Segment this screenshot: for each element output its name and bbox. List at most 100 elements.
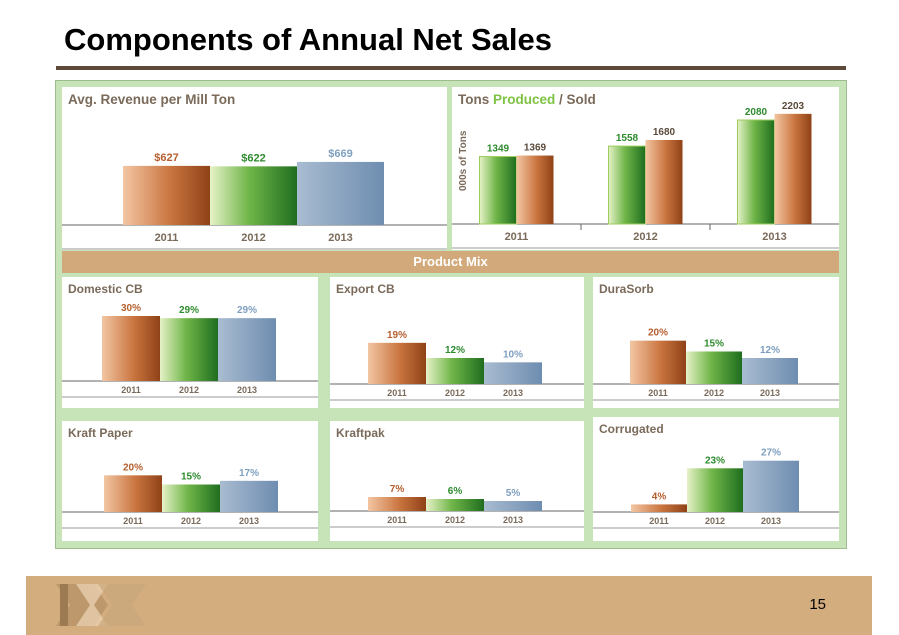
export-cb-value-label-2013: 10% [503, 349, 523, 360]
kraftpak-chart: 7% 2011 6% 2012 5% 2013 [330, 484, 584, 528]
durasorb-panel: DuraSorb 20% 2011 15% 2012 12% 2013 [593, 277, 839, 408]
kraft-paper-tick-2011: 2011 [123, 516, 143, 526]
tons-tick-2011: 2011 [505, 231, 529, 243]
tons-value-label-sold-2011: 1369 [524, 143, 547, 154]
corrugated-bar-2013 [743, 460, 799, 512]
corrugated-value-label-2012: 23% [705, 455, 725, 466]
durasorb-tick-2011: 2011 [648, 388, 668, 398]
export-cb-tick-2012: 2012 [445, 388, 465, 398]
tons-bar-sold-2011 [516, 155, 554, 224]
durasorb-value-label-2011: 20% [648, 328, 668, 339]
title-rule [56, 66, 846, 70]
corrugated-panel: Corrugated 4% 2011 23% 2012 27% 2013 [593, 417, 839, 541]
corrugated-tick-2012: 2012 [705, 516, 725, 526]
corrugated-value-label-2011: 4% [652, 491, 667, 502]
domestic-cb-panel: Domestic CB 30% 2011 29% 2012 29% 2013 [62, 277, 318, 408]
tons-value-label-sold-2012: 1680 [653, 127, 676, 138]
avg-revenue-panel: Avg. Revenue per Mill Ton $627 2011 $622 20… [62, 87, 447, 250]
tons-bar-sold-2013 [774, 113, 812, 224]
export-cb-value-label-2011: 19% [387, 330, 407, 341]
kraft-paper-tick-2012: 2012 [181, 516, 201, 526]
kraftpak-tick-2013: 2013 [503, 515, 523, 525]
kraft-paper-bar-2011 [104, 475, 162, 512]
kraft-paper-bar-2013 [220, 480, 278, 512]
durasorb-chart: 20% 2011 15% 2012 12% 2013 [593, 328, 839, 401]
avg-revenue-tick-2011: 2011 [155, 232, 179, 244]
tons-chart: 1349 1369 2011 1558 1680 2012 2080 2203 2013 [452, 101, 839, 249]
kraftpak-title: Kraftpak [336, 426, 385, 440]
kraftpak-tick-2012: 2012 [445, 515, 465, 525]
kraftpak-bar-2012 [426, 499, 484, 511]
domestic-cb-bar-2012 [160, 318, 218, 381]
domestic-cb-tick-2012: 2012 [179, 385, 199, 395]
durasorb-bar-2011 [630, 340, 686, 384]
avg-revenue-value-label-2012: $622 [241, 152, 265, 164]
tons-title-produced: Produced [493, 92, 556, 107]
tons-tick-2013: 2013 [762, 231, 786, 243]
tons-title: Tons Produced / Sold [458, 92, 596, 107]
corrugated-tick-2013: 2013 [761, 516, 781, 526]
domestic-cb-value-label-2012: 29% [179, 305, 199, 316]
export-cb-tick-2013: 2013 [503, 388, 523, 398]
tons-title-suffix: / Sold [555, 92, 596, 107]
kraft-paper-bar-2012 [162, 484, 220, 512]
kraftpak-value-label-2013: 5% [506, 488, 521, 499]
domestic-cb-chart: 30% 2011 29% 2012 29% 2013 [62, 303, 318, 398]
export-cb-title: Export CB [336, 282, 395, 296]
tons-value-label-produced-2013: 2080 [745, 107, 768, 118]
durasorb-bar-2013 [742, 358, 798, 384]
corrugated-value-label-2013: 27% [761, 448, 781, 459]
domestic-cb-value-label-2011: 30% [121, 303, 141, 314]
kraftpak-value-label-2012: 6% [448, 486, 463, 497]
domestic-cb-bar-2013 [218, 318, 276, 381]
avg-revenue-tick-2012: 2012 [241, 232, 265, 244]
domestic-cb-value-label-2013: 29% [237, 305, 257, 316]
domestic-cb-tick-2011: 2011 [121, 385, 141, 395]
avg-revenue-chart: $627 2011 $622 2012 $669 2013 [62, 148, 447, 250]
tons-value-label-produced-2011: 1349 [487, 144, 510, 155]
tons-panel: Tons Produced / Sold 000s of Tons 1349 13… [452, 87, 839, 250]
kraftpak-bar-2011 [368, 497, 426, 511]
durasorb-tick-2012: 2012 [704, 388, 724, 398]
company-logo-icon [56, 584, 146, 626]
export-cb-chart: 19% 2011 12% 2012 10% 2013 [330, 330, 584, 401]
tons-title-prefix: Tons [458, 92, 493, 107]
domestic-cb-title: Domestic CB [68, 282, 143, 296]
tons-bar-produced-2012 [608, 145, 646, 225]
avg-revenue-tick-2013: 2013 [328, 232, 352, 244]
page-number: 15 [809, 596, 826, 613]
kraft-paper-title: Kraft Paper [68, 426, 133, 440]
avg-revenue-value-label-2011: $627 [154, 152, 178, 164]
kraftpak-bar-2013 [484, 501, 542, 511]
domestic-cb-bar-2011 [102, 316, 160, 381]
tons-bar-produced-2011 [479, 156, 517, 225]
export-cb-bar-2012 [426, 358, 484, 384]
export-cb-panel: Export CB 19% 2011 12% 2012 10% 2013 [330, 277, 584, 408]
kraft-paper-tick-2013: 2013 [239, 516, 259, 526]
avg-revenue-bar-2012 [210, 166, 297, 225]
tons-tick-2012: 2012 [633, 231, 657, 243]
corrugated-bar-2012 [687, 468, 743, 512]
kraft-paper-value-label-2011: 20% [123, 462, 143, 473]
tons-value-label-sold-2013: 2203 [782, 101, 805, 112]
corrugated-chart: 4% 2011 23% 2012 27% 2013 [593, 448, 839, 529]
export-cb-tick-2011: 2011 [387, 388, 407, 398]
kraftpak-tick-2011: 2011 [387, 515, 407, 525]
durasorb-value-label-2012: 15% [704, 339, 724, 350]
durasorb-tick-2013: 2013 [760, 388, 780, 398]
avg-revenue-bar-2013 [297, 161, 384, 225]
durasorb-value-label-2013: 12% [760, 345, 780, 356]
tons-value-label-produced-2012: 1558 [616, 133, 639, 144]
kraftpak-panel: Kraftpak 7% 2011 6% 2012 5% 2013 [330, 421, 584, 541]
slide-title: Components of Annual Net Sales [64, 22, 553, 57]
export-cb-bar-2013 [484, 362, 542, 384]
avg-revenue-bar-2011 [123, 165, 210, 225]
export-cb-value-label-2012: 12% [445, 345, 465, 356]
durasorb-bar-2012 [686, 351, 742, 384]
corrugated-title: Corrugated [599, 422, 664, 436]
avg-revenue-title: Avg. Revenue per Mill Ton [68, 92, 236, 107]
avg-revenue-value-label-2013: $669 [328, 148, 352, 160]
kraft-paper-panel: Kraft Paper 20% 2011 15% 2012 17% 2013 [62, 421, 318, 541]
footer-band: 15 [26, 576, 872, 635]
domestic-cb-tick-2013: 2013 [237, 385, 257, 395]
